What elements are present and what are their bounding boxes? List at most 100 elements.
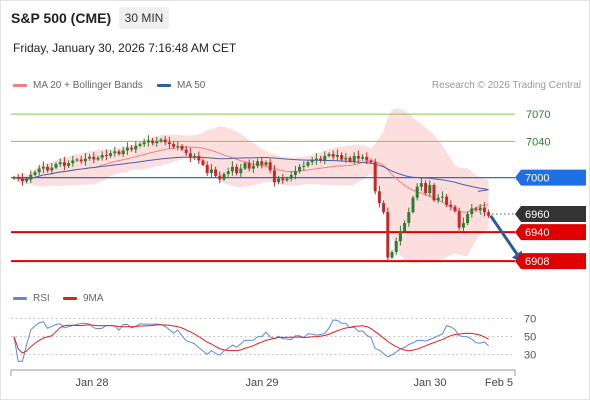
ma50-line <box>13 156 489 192</box>
candles-layer <box>12 135 491 262</box>
candle-body <box>331 154 335 157</box>
rsi-line <box>13 319 489 362</box>
candle-body <box>29 174 33 180</box>
candle-body <box>247 163 251 169</box>
candle-body <box>344 157 348 160</box>
candle-body <box>117 151 121 155</box>
candle-body <box>243 163 247 169</box>
candle-body <box>373 162 377 192</box>
legend-ma50-label: MA 50 <box>177 80 206 91</box>
time-label-jan-29: Jan 29 <box>245 377 278 389</box>
candle-body <box>125 147 129 151</box>
candle-body <box>138 144 142 146</box>
legend-ma50: MA 50 <box>157 80 205 91</box>
candle-body <box>386 212 390 258</box>
candle-body <box>197 155 201 161</box>
candle-body <box>335 154 339 157</box>
candle-body <box>470 208 474 214</box>
candle-body <box>163 139 167 143</box>
candle-body <box>394 241 398 253</box>
candle-body <box>348 157 352 162</box>
candle-body <box>352 155 356 162</box>
candle-body <box>445 196 449 205</box>
candle-body <box>37 168 41 173</box>
candle-body <box>478 207 482 211</box>
candle-body <box>33 172 37 175</box>
candle-body <box>268 162 272 171</box>
bollinger-band-layer <box>14 108 489 263</box>
level-label-7040: 7040 <box>526 136 550 148</box>
instrument-title: S&P 500 (CME) <box>11 10 112 26</box>
candle-body <box>251 165 255 169</box>
candle-body <box>436 197 440 201</box>
legend-ma20: MA 20 + Bollinger Bands <box>13 80 143 91</box>
candle-body <box>222 174 226 180</box>
candle-body <box>428 184 432 194</box>
candle-body <box>319 158 323 161</box>
candle-body <box>264 162 268 165</box>
candle-body <box>281 178 285 181</box>
candle-body <box>205 164 209 174</box>
candle-body <box>71 160 75 164</box>
candle-body <box>201 160 205 165</box>
level-tags-layer: 7070 7040 7000 6960 6940 6908 <box>515 109 586 270</box>
legend-9ma-swatch <box>63 297 77 300</box>
candle-body <box>327 154 331 156</box>
candle-body <box>134 145 138 150</box>
candle-body <box>415 186 419 198</box>
level-tag-text-7000: 7000 <box>525 173 549 185</box>
candle-body <box>25 179 29 182</box>
candle-body <box>16 177 20 179</box>
candle-body <box>461 223 465 228</box>
forecast-arrow-shaft <box>489 214 521 258</box>
level-tag-text-6960: 6960 <box>525 209 549 221</box>
level-tag-text-6940: 6940 <box>525 227 549 239</box>
legend-rsi-swatch <box>13 297 27 300</box>
candle-body <box>440 196 444 198</box>
time-label-jan-30: Jan 30 <box>413 377 446 389</box>
candle-body <box>419 183 423 187</box>
candle-body <box>218 175 222 180</box>
candle-body <box>411 197 415 213</box>
candle-body <box>62 162 66 166</box>
candle-body <box>188 153 192 158</box>
level-tag-6940 <box>515 224 586 241</box>
candle-body <box>340 154 344 160</box>
candle-body <box>239 168 243 174</box>
candle-body <box>466 213 470 224</box>
rsi-9ma-line <box>13 324 489 354</box>
candle-body <box>361 156 365 159</box>
candle-body <box>159 139 163 142</box>
candle-body <box>142 142 146 145</box>
candle-body <box>369 160 373 163</box>
candle-body <box>109 153 113 156</box>
candle-body <box>226 171 230 175</box>
candle-body <box>306 162 310 166</box>
candle-body <box>474 208 478 211</box>
candle-body <box>398 231 402 242</box>
candle-body <box>390 252 394 258</box>
candle-body <box>272 170 276 183</box>
candle-body <box>293 171 297 175</box>
candle-body <box>302 165 306 167</box>
candle-body <box>41 166 45 169</box>
candle-body <box>256 161 260 166</box>
candle-body <box>432 184 436 201</box>
level-tag-6960 <box>515 205 586 222</box>
time-label-feb-5: Feb 5 <box>485 377 513 389</box>
candle-body <box>176 145 180 147</box>
candle-body <box>457 211 461 228</box>
candle-body <box>172 144 176 147</box>
level-lines-layer <box>11 113 515 263</box>
rsi-level-label-70: 70 <box>524 314 536 326</box>
candle-body <box>104 154 108 156</box>
candle-body <box>453 206 457 212</box>
candle-body <box>356 155 360 159</box>
candle-body <box>310 160 314 163</box>
timeframe-button[interactable]: 30 MIN <box>119 7 169 29</box>
candle-body <box>314 158 318 161</box>
candle-body <box>50 167 54 171</box>
candle-body <box>449 204 453 207</box>
level-label-7070: 7070 <box>526 109 550 121</box>
